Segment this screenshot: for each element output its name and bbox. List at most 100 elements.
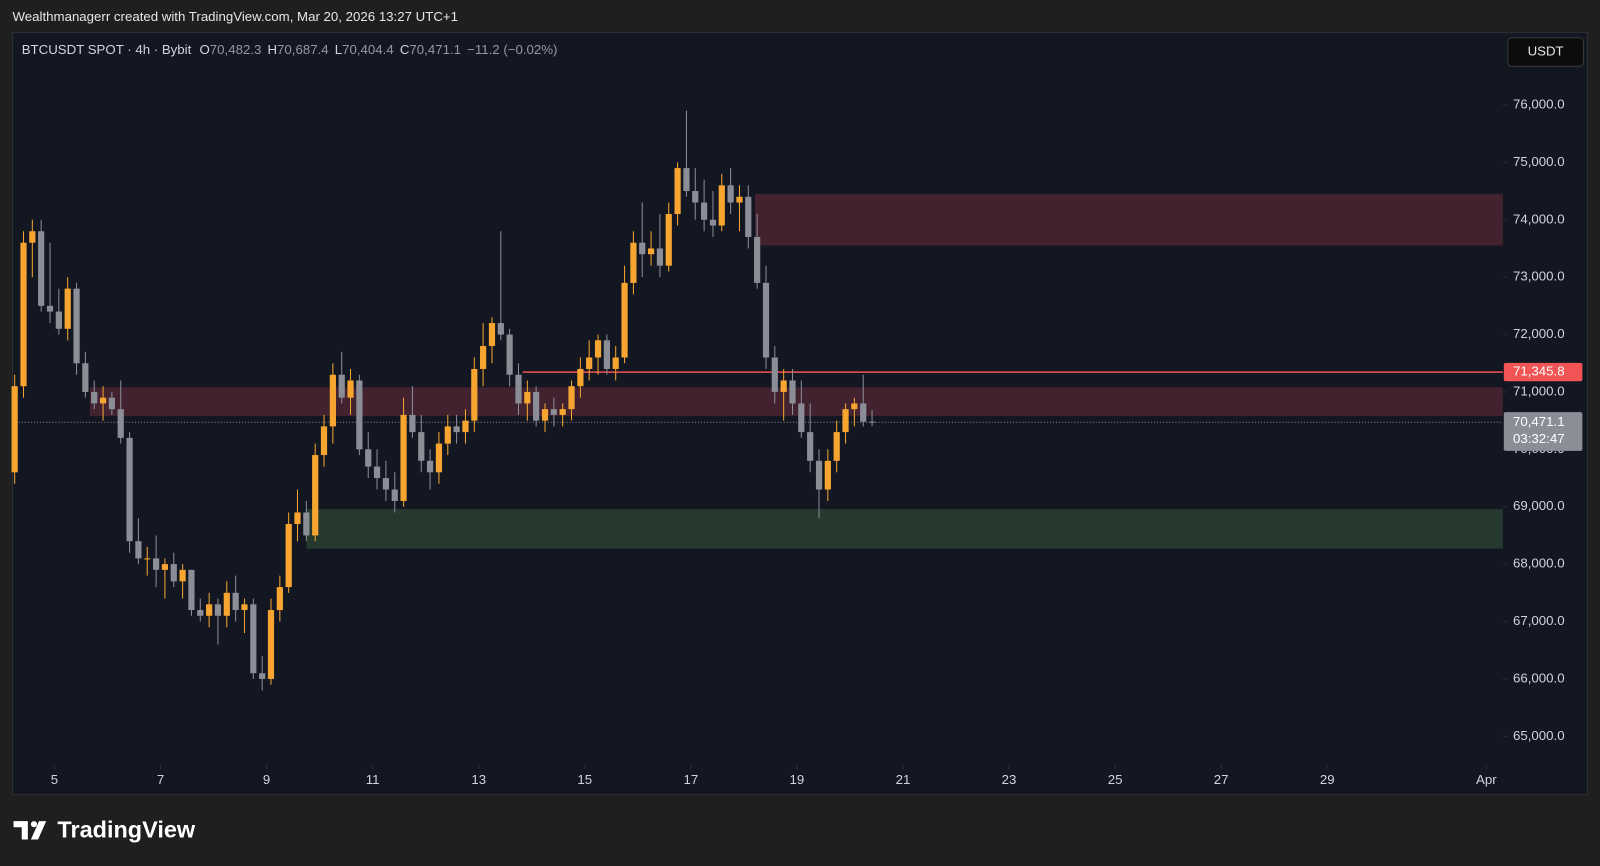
y-tick-label: 65,000.0 bbox=[1513, 728, 1565, 743]
candle-body bbox=[64, 288, 71, 329]
x-tick-label: 27 bbox=[1214, 772, 1229, 787]
zone bbox=[755, 193, 1503, 246]
candle-body bbox=[338, 374, 345, 398]
candle-body bbox=[250, 604, 257, 674]
candle-body bbox=[46, 305, 54, 312]
candle-body bbox=[780, 380, 787, 392]
x-tick-label: 25 bbox=[1108, 772, 1123, 787]
y-tick-label: 76,000.0 bbox=[1513, 96, 1565, 111]
candle-body bbox=[701, 202, 708, 220]
candle-body bbox=[418, 432, 425, 461]
candle-body bbox=[108, 397, 115, 410]
zone bbox=[89, 387, 1503, 417]
candle-body bbox=[860, 403, 867, 422]
candle-body bbox=[541, 409, 549, 421]
legend-symbol: BTCUSDT SPOT · 4h · Bybit bbox=[22, 41, 192, 56]
candle-body bbox=[577, 368, 584, 387]
candle-body bbox=[824, 460, 831, 490]
candle-body bbox=[170, 564, 177, 582]
candle-body bbox=[692, 191, 699, 203]
candle-body bbox=[267, 610, 275, 679]
x-tick-label: 29 bbox=[1320, 772, 1335, 787]
y-tick-label: 75,000.0 bbox=[1513, 154, 1565, 169]
candle-body bbox=[391, 489, 398, 501]
candle-body bbox=[480, 346, 487, 369]
candle-body bbox=[294, 512, 301, 524]
candle-body bbox=[736, 196, 743, 203]
candle-body bbox=[117, 409, 124, 438]
candle-body bbox=[435, 443, 443, 473]
zone bbox=[306, 509, 1503, 549]
countdown-label: 03:32:47 bbox=[1513, 431, 1565, 446]
candle-body bbox=[29, 231, 36, 243]
x-tick-label: 7 bbox=[157, 772, 164, 787]
x-tick-label: 21 bbox=[896, 772, 911, 787]
candle-body bbox=[594, 340, 602, 358]
legend-value: 70,471.1 bbox=[409, 41, 461, 56]
candle-body bbox=[223, 592, 230, 616]
credit: Wealthmanagerr created with TradingView.… bbox=[13, 9, 458, 24]
x-tick-label: 9 bbox=[263, 772, 270, 787]
candle-body bbox=[20, 242, 27, 387]
candle-body bbox=[241, 604, 248, 611]
candle-body bbox=[188, 569, 195, 611]
candle-body bbox=[789, 380, 796, 404]
legend-value: 70,687.4 bbox=[277, 41, 329, 56]
candle-body bbox=[126, 437, 133, 542]
candle-body bbox=[444, 426, 451, 444]
candle-body bbox=[550, 409, 557, 415]
current-price-label: 70,471.1 bbox=[1513, 414, 1565, 429]
candle-body bbox=[559, 409, 566, 415]
candle-body bbox=[586, 357, 593, 369]
candle-body bbox=[285, 523, 292, 588]
candle-body bbox=[842, 409, 849, 433]
level-price-box bbox=[1503, 362, 1583, 382]
brand-logo bbox=[13, 821, 47, 840]
candle-body bbox=[515, 374, 522, 404]
candle-body bbox=[135, 541, 142, 559]
x-tick-label: 23 bbox=[1002, 772, 1017, 787]
y-tick-label: 69,000.0 bbox=[1513, 498, 1565, 513]
candle-body bbox=[851, 403, 858, 410]
currency-label[interactable]: USDT bbox=[1528, 44, 1564, 59]
legend-change: −11.2 (−0.02%) bbox=[467, 41, 557, 56]
candle-body bbox=[232, 592, 239, 611]
candle-body bbox=[665, 214, 672, 266]
candle-body bbox=[709, 219, 717, 226]
candle-body bbox=[426, 460, 434, 473]
legend-value: 70,404.4 bbox=[342, 41, 394, 56]
legend-value: 70,482.3 bbox=[210, 41, 262, 56]
candle-body bbox=[206, 604, 213, 616]
candle-body bbox=[356, 380, 363, 450]
candle-body bbox=[365, 449, 372, 467]
candle-body bbox=[488, 323, 496, 347]
current-price-box bbox=[1503, 412, 1583, 451]
candle-body bbox=[99, 397, 107, 404]
legend-key: C bbox=[400, 41, 410, 56]
candle-body bbox=[762, 282, 770, 358]
candle-body bbox=[153, 558, 160, 570]
x-tick-label: 15 bbox=[577, 772, 592, 787]
y-tick-label: 73,000.0 bbox=[1513, 269, 1565, 284]
currency-button[interactable] bbox=[1507, 37, 1584, 67]
candle-body bbox=[38, 231, 45, 306]
candle-body bbox=[771, 357, 778, 392]
level-price-label: 71,345.8 bbox=[1513, 364, 1565, 379]
candle-body bbox=[833, 432, 840, 461]
candle-body bbox=[603, 340, 610, 369]
candle-body bbox=[647, 248, 655, 255]
x-tick-label: 5 bbox=[51, 772, 58, 787]
candle-body bbox=[144, 558, 151, 560]
x-tick-label: 19 bbox=[790, 772, 805, 787]
y-tick-label: 72,000.0 bbox=[1513, 326, 1565, 341]
candle-body bbox=[506, 334, 513, 375]
candle-body bbox=[161, 564, 169, 570]
y-tick-label: 66,000.0 bbox=[1513, 670, 1565, 685]
candle-body bbox=[807, 432, 814, 461]
candle-body bbox=[524, 391, 531, 404]
candle-body bbox=[91, 391, 98, 404]
candle-body bbox=[409, 414, 416, 433]
candle-body bbox=[683, 168, 690, 192]
candle-body bbox=[462, 420, 469, 433]
